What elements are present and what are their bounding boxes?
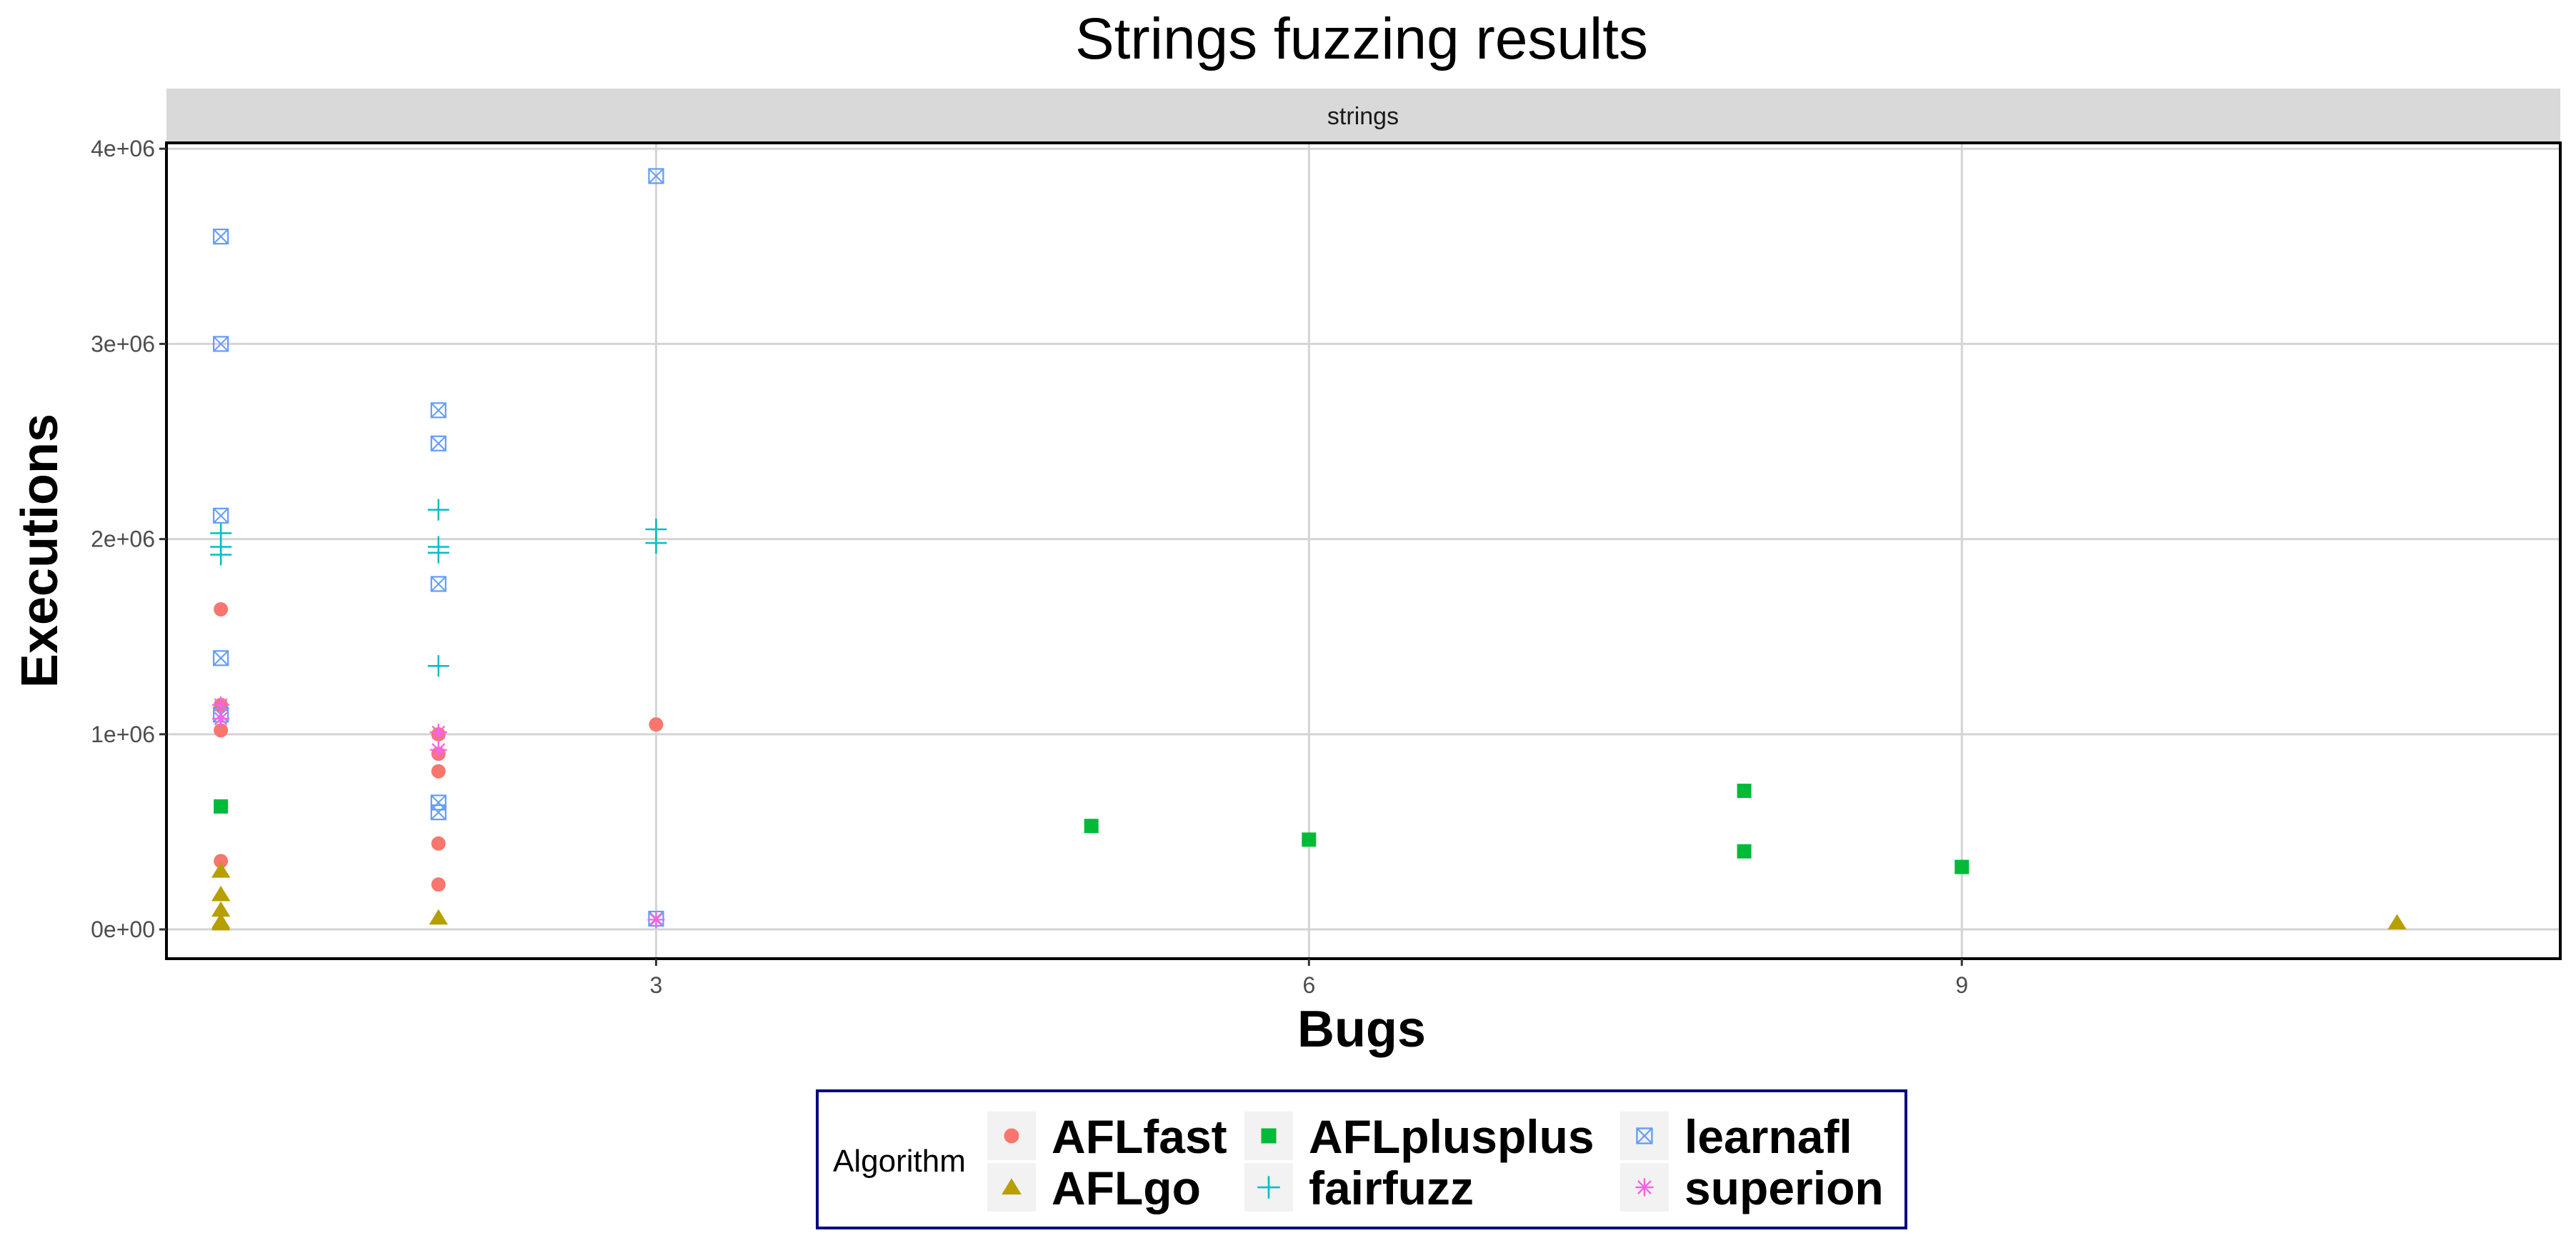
y-tick-label: 4e+06 [91,136,155,161]
data-point-aflfast [431,877,446,892]
legend-label-superion: superion [1684,1162,1884,1214]
data-point-learnafl [430,576,446,592]
data-point-learnafl [430,402,446,419]
data-point-learnafl [430,804,446,821]
data-point-aflgo [211,914,231,931]
legend-label-learnafl: learnafl [1684,1110,1852,1163]
chart-title: Strings fuzzing results [1075,6,1648,71]
legend-key-superion [1635,1178,1654,1197]
data-point-learnafl [213,650,229,667]
legend-label-aflfast: AFLfast [1052,1110,1227,1163]
legend-label-aflplusplus: AFLplusplus [1309,1110,1594,1163]
data-point-aflplusplus [1084,819,1099,834]
data-point-learnafl [648,168,664,184]
legend-key-aflplusplus [1261,1128,1277,1144]
data-point-aflplusplus [1737,844,1752,859]
legend-label-aflgo: AFLgo [1052,1162,1201,1214]
plot-panel [166,143,2560,959]
legend-key-learnafl [1636,1127,1653,1144]
grid-lines [166,143,2560,959]
facet-strip-label: strings [1327,103,1399,130]
data-point-fairfuzz [210,544,232,566]
x-axis-title: Bugs [1297,1001,1426,1058]
legend-key-aflgo [1002,1178,1022,1195]
x-tick-label: 3 [650,972,663,998]
data-point-superion [429,741,447,759]
data-point-aflgo [211,901,231,917]
facet-strip [166,89,2560,143]
data-point-fairfuzz [427,499,449,521]
data-point-superion [647,911,665,929]
y-tick-label: 1e+06 [91,722,155,747]
data-point-aflfast [214,854,229,869]
data-point-aflfast [431,836,446,851]
data-point-aflgo [211,862,231,878]
x-tick-label: 9 [1955,972,1968,998]
y-tick-label: 3e+06 [91,331,155,356]
data-point-aflfast [214,601,229,616]
data-point-aflfast [431,764,446,779]
data-point-aflplusplus [214,799,229,814]
data-point-aflplusplus [1302,832,1317,847]
data-point-learnafl [213,336,229,352]
data-point-learnafl [213,229,229,245]
plot-border [165,141,2562,960]
data-point-learnafl [213,507,229,524]
data-point-learnafl [430,435,446,451]
y-tick-label: 2e+06 [91,526,155,552]
data-point-aflplusplus [1737,784,1752,799]
legend-key-fairfuzz [1257,1176,1280,1199]
data-point-aflgo [211,885,231,902]
data-point-fairfuzz [645,532,667,554]
y-axis: 0e+00 1e+06 2e+06 3e+06 4e+06 [91,136,166,942]
data-point-aflgo [429,909,448,925]
data-point-superion [429,724,447,742]
x-axis: 3 6 9 [650,959,1968,998]
data-point-aflplusplus [1955,859,1970,874]
legend-title: Algorithm [833,1144,966,1179]
x-tick-label: 6 [1302,972,1315,998]
legend-key-aflfast [1004,1128,1019,1144]
data-point-fairfuzz [427,541,449,564]
data-point-aflfast [649,717,664,732]
y-axis-title: Executions [11,414,69,688]
data-point-aflfast [214,723,229,738]
data-point-aflgo [2387,914,2407,930]
y-tick-label: 0e+00 [91,917,155,942]
data-points [210,168,2407,931]
data-point-fairfuzz [427,655,449,677]
legend-label-fairfuzz: fairfuzz [1309,1162,1474,1214]
data-point-superion [212,709,230,727]
